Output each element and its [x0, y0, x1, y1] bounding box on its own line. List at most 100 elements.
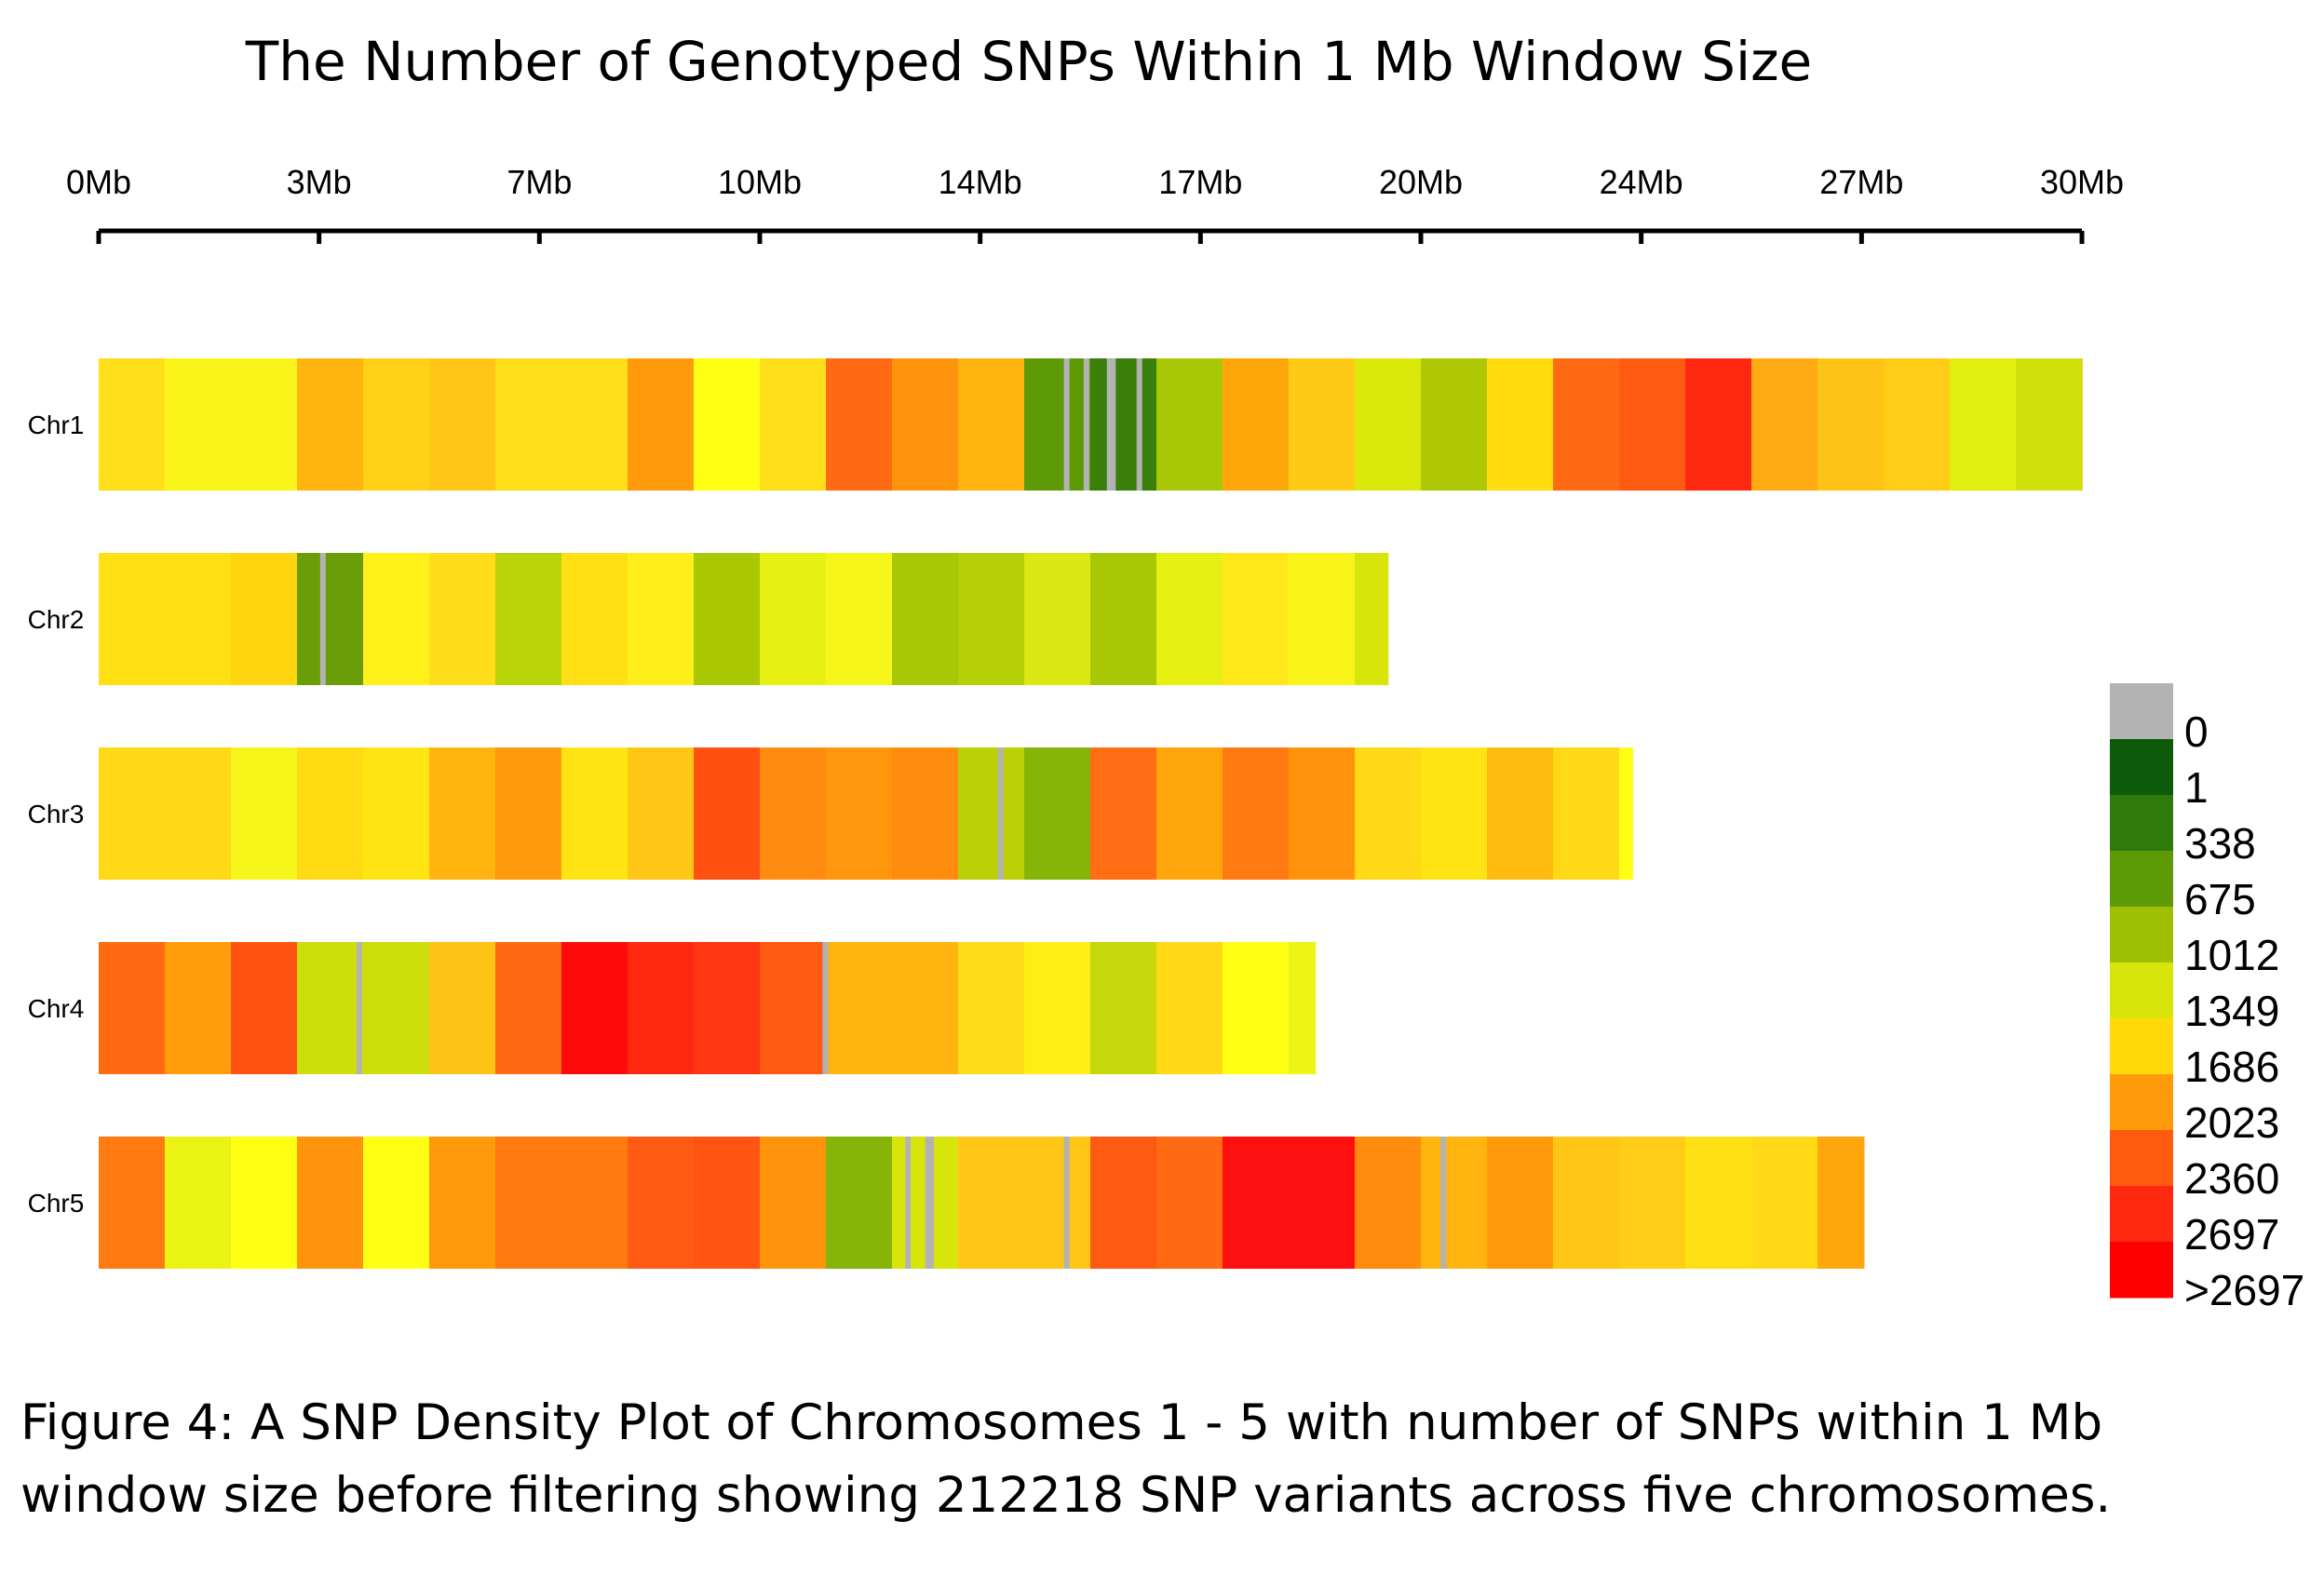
snp-window-cell	[760, 747, 827, 880]
legend-label: 1349	[2184, 987, 2279, 1035]
snp-window-cell	[1685, 358, 1752, 491]
snp-window-cell	[1487, 358, 1554, 491]
snp-window-cell	[760, 1137, 827, 1269]
snp-window-cell	[892, 942, 959, 1074]
legend-swatch	[2110, 739, 2173, 796]
snp-window-cell	[1223, 747, 1290, 880]
snp-window-cell	[1950, 358, 2017, 491]
snp-window-cell	[1090, 942, 1157, 1074]
x-tick-label: 17Mb	[1158, 163, 1242, 201]
snp-window-cell	[628, 1137, 695, 1269]
snp-window-cell	[231, 1137, 298, 1269]
snp-window-cell	[694, 358, 761, 491]
snp-window-cell	[561, 747, 628, 880]
snp-window-cell	[826, 1137, 893, 1269]
snp-window-cell	[760, 358, 827, 491]
snp-window-cell	[429, 553, 496, 685]
snp-window-cell	[1884, 358, 1951, 491]
chromosome-label: Chr1	[28, 411, 85, 439]
x-tick-label: 20Mb	[1379, 163, 1463, 201]
snp-window-cell	[892, 747, 959, 880]
snp-window-cell	[231, 553, 298, 685]
snp-window-cell	[1817, 358, 1885, 491]
snp-window-cell	[1619, 747, 1633, 880]
chromosome-track-chr2: Chr2	[28, 553, 1389, 685]
snp-window-cell	[231, 747, 298, 880]
zero-snp-gap	[1063, 358, 1070, 491]
snp-window-cell	[826, 358, 893, 491]
snp-window-cell	[495, 747, 562, 880]
x-tick-label: 10Mb	[718, 163, 802, 201]
snp-window-cell	[165, 747, 232, 880]
snp-window-cell	[1619, 358, 1686, 491]
snp-window-cell	[429, 358, 496, 491]
legend-swatch	[2110, 962, 2173, 1019]
snp-window-cell	[1156, 942, 1223, 1074]
snp-window-cell	[694, 942, 761, 1074]
snp-window-cell	[1024, 553, 1091, 685]
legend-label: 675	[2184, 875, 2256, 923]
zero-snp-gap	[1110, 358, 1116, 491]
snp-window-cell	[99, 358, 166, 491]
chart-title: The Number of Genotyped SNPs Within 1 Mb…	[245, 30, 1812, 93]
legend-swatch	[2110, 1130, 2173, 1187]
zero-snp-gap	[1106, 358, 1113, 491]
snp-window-cell	[628, 358, 695, 491]
snp-window-cell	[1487, 747, 1554, 880]
zero-snp-gap	[928, 1137, 935, 1269]
snp-window-cell	[429, 1137, 496, 1269]
snp-window-cell	[958, 358, 1025, 491]
snp-window-cell	[892, 553, 959, 685]
snp-window-cell	[495, 553, 562, 685]
chromosome-label: Chr5	[28, 1189, 85, 1218]
snp-window-cell	[165, 358, 232, 491]
x-tick-label: 7Mb	[507, 163, 572, 201]
snp-window-cell	[1289, 553, 1356, 685]
snp-window-cell	[99, 553, 166, 685]
snp-window-cell	[1090, 1137, 1157, 1269]
snp-window-cell	[826, 553, 893, 685]
snp-window-cell	[1289, 942, 1317, 1074]
snp-window-cell	[363, 358, 430, 491]
snp-window-cell	[99, 1137, 166, 1269]
snp-window-cell	[958, 942, 1025, 1074]
legend-swatch	[2110, 1186, 2173, 1243]
snp-window-cell	[1553, 1137, 1620, 1269]
snp-window-cell	[165, 1137, 232, 1269]
legend-swatch	[2110, 1074, 2173, 1131]
snp-window-cell	[1156, 747, 1223, 880]
snp-window-cell	[363, 1137, 430, 1269]
legend-swatch	[2110, 683, 2173, 740]
chromosome-track-chr5: Chr5	[28, 1137, 1865, 1269]
x-tick-label: 30Mb	[2040, 163, 2124, 201]
zero-snp-gap	[356, 942, 362, 1074]
color-legend: 0 1 338 675 1012 1349 1686 2023 2360 2697 >2697	[2110, 683, 2304, 1314]
legend-label: 2697	[2184, 1210, 2279, 1259]
x-tick-label: 14Mb	[939, 163, 1022, 201]
zero-snp-gap	[997, 747, 1004, 880]
snp-window-cell	[694, 747, 761, 880]
chromosome-label: Chr4	[28, 994, 85, 1023]
snp-window-cell	[892, 358, 959, 491]
zero-snp-gap	[1440, 1137, 1447, 1269]
snp-window-cell	[99, 747, 166, 880]
legend-label: 2023	[2184, 1098, 2279, 1147]
x-tick-label: 27Mb	[1819, 163, 1903, 201]
snp-window-cell	[628, 747, 695, 880]
snp-window-cell	[1024, 747, 1091, 880]
snp-window-cell	[1355, 553, 1389, 685]
snp-window-cell	[1156, 553, 1223, 685]
snp-window-cell	[958, 1137, 1025, 1269]
snp-window-cell	[363, 942, 430, 1074]
snp-window-cell	[297, 358, 364, 491]
snp-window-cell	[1553, 747, 1620, 880]
snp-window-cell	[1090, 358, 1157, 491]
snp-window-cell	[958, 747, 1025, 880]
zero-snp-gap	[1083, 358, 1089, 491]
legend-label: 1686	[2184, 1043, 2279, 1091]
zero-snp-gap	[822, 942, 829, 1074]
legend-swatch	[2110, 851, 2173, 908]
snp-window-cell	[561, 942, 628, 1074]
x-axis: 0Mb 3Mb 7Mb 10Mb 14Mb 17Mb 20Mb 24Mb 27Mb 30Mb	[66, 163, 2124, 244]
